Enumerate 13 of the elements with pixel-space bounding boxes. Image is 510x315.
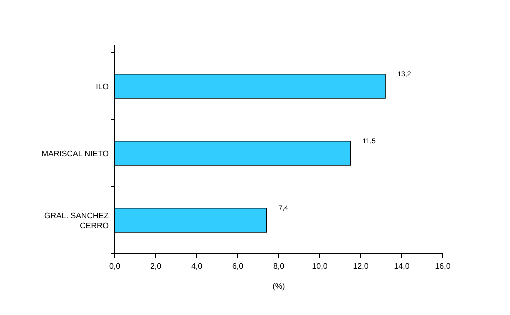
y-tick-label: ILO [96,82,109,92]
x-tick-label: 6,0 [232,262,244,271]
x-tick-label: 8,0 [273,262,286,271]
x-tick-label: 10,0 [312,262,328,271]
x-tick-label: 16,0 [435,262,452,271]
x-axis-title: (%) [272,282,286,291]
y-tick-label: GRAL. SANCHEZ CERRO [44,212,110,230]
x-tick-label: 12,0 [353,262,370,271]
x-tick-label: 4,0 [191,262,204,271]
x-tick-label: 0,0 [109,262,122,271]
x-tick-label: 14,0 [394,262,410,271]
y-tick-label: MARISCAL NIETO [42,150,109,158]
x-tick-label: 2,0 [150,262,162,271]
